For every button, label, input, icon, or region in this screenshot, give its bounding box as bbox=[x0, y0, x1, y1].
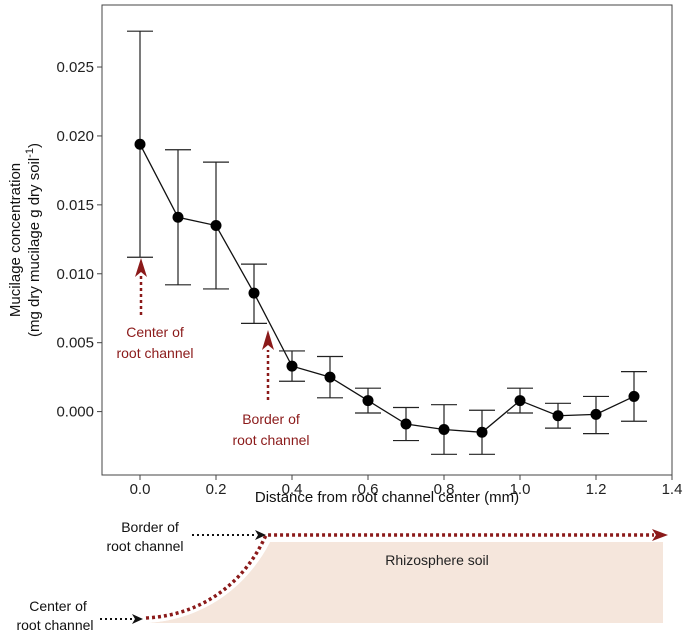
y-tick-label-4: 0.020 bbox=[56, 128, 94, 145]
root-channel-diagram: Rhizosphere soil Border of root channel … bbox=[16, 519, 668, 633]
x-tick-label-0: 0.0 bbox=[130, 481, 151, 498]
annotation-border: Border of root channel bbox=[232, 330, 310, 448]
x-axis-title: Distance from root channel center (mm) bbox=[255, 489, 519, 506]
annotation-center-line2: root channel bbox=[116, 345, 193, 361]
data-point-5 bbox=[324, 371, 336, 383]
y-axis-title: Mucilage concentration (mg dry mucilage … bbox=[7, 143, 43, 337]
annotation-border-arrowhead bbox=[262, 330, 274, 350]
y-tick-label-5: 0.025 bbox=[56, 59, 94, 76]
diagram-center-line1: Center of bbox=[29, 598, 87, 614]
channel-profile-dashed-line bbox=[145, 533, 654, 620]
diagram-center-line2: root channel bbox=[16, 617, 93, 633]
data-point-7 bbox=[400, 418, 412, 430]
data-point-6 bbox=[362, 395, 374, 407]
rhizosphere-soil-region bbox=[146, 542, 663, 623]
x-tick-label-6: 1.2 bbox=[586, 481, 607, 498]
data-marks bbox=[127, 30, 647, 455]
y-axis-title-superscript: -1 bbox=[24, 148, 36, 158]
data-point-12 bbox=[590, 408, 602, 420]
annotation-border-line2: root channel bbox=[232, 432, 309, 448]
x-tick-label-4: 0.8 bbox=[434, 481, 455, 498]
data-point-10 bbox=[514, 395, 526, 407]
data-point-3 bbox=[248, 287, 260, 299]
y-axis-title-line2: (mg dry mucilage g dry soil-1) bbox=[24, 143, 43, 337]
axis-ticks: 0.0 0.2 0.4 0.6 0.8 1.0 1.2 1.4 0.000 0.005 0.010 0… bbox=[56, 59, 682, 498]
y-axis-title-unit: (mg dry mucilage g dry soil bbox=[26, 158, 43, 337]
diagram-center-pointer-arrowhead bbox=[132, 614, 143, 624]
y-axis-title-line1: Mucilage concentration bbox=[7, 163, 24, 317]
root-channel-background bbox=[146, 542, 270, 623]
plot-frame bbox=[101, 4, 673, 476]
channel-profile-arrowhead bbox=[652, 529, 668, 541]
annotation-center-arrowhead bbox=[135, 258, 147, 277]
series-line bbox=[139, 143, 635, 433]
x-tick-label-5: 1.0 bbox=[510, 481, 531, 498]
diagram-border-line1: Border of bbox=[121, 519, 179, 535]
data-point-8 bbox=[438, 424, 450, 436]
y-tick-label-3: 0.015 bbox=[56, 197, 94, 214]
x-tick-label-1: 0.2 bbox=[206, 481, 227, 498]
annotation-center-line1: Center of bbox=[126, 324, 184, 340]
diagram-border-pointer-arrowhead bbox=[255, 530, 266, 540]
data-point-9 bbox=[476, 426, 488, 438]
data-point-13 bbox=[628, 390, 640, 402]
data-point-4 bbox=[286, 360, 298, 372]
x-tick-label-7: 1.4 bbox=[662, 481, 683, 498]
y-tick-label-2: 0.010 bbox=[56, 266, 94, 283]
y-tick-label-1: 0.005 bbox=[56, 335, 94, 352]
diagram-border-line2: root channel bbox=[106, 538, 183, 554]
data-point-0 bbox=[134, 138, 146, 150]
y-tick-label-0: 0.000 bbox=[56, 404, 94, 421]
x-tick-label-2: 0.4 bbox=[282, 481, 303, 498]
x-tick-label-3: 0.6 bbox=[358, 481, 379, 498]
annotation-border-line1: Border of bbox=[242, 411, 300, 427]
rhizosphere-soil-label: Rhizosphere soil bbox=[385, 552, 489, 568]
data-point-1 bbox=[172, 211, 184, 223]
data-point-11 bbox=[552, 410, 564, 422]
annotation-center: Center of root channel bbox=[116, 258, 194, 361]
data-point-2 bbox=[210, 220, 222, 232]
y-axis-title-close: ) bbox=[26, 143, 43, 148]
